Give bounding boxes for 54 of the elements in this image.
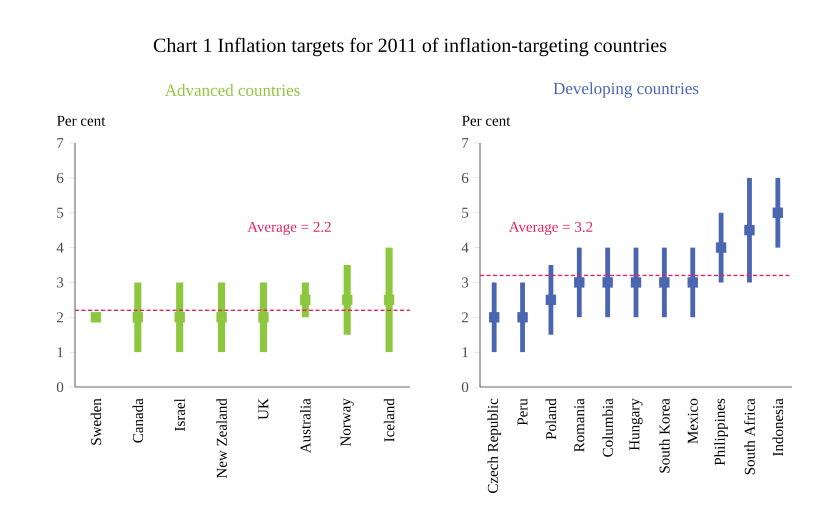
x-tick-label: Columbia <box>602 398 613 457</box>
ref-line-label: Average = 3.2 <box>508 222 592 235</box>
y-tick-label: 6 <box>462 172 468 183</box>
chart-subtitle: Developing countries <box>554 82 698 98</box>
point <box>517 312 528 322</box>
y-axis-title: Per cent <box>462 116 510 126</box>
x-tick-label: Philippines <box>714 398 728 466</box>
y-tick-label: 6 <box>56 172 64 183</box>
point <box>744 224 755 236</box>
ref-line-label: Average = 2.2 <box>247 222 331 235</box>
y-tick-label: 0 <box>462 382 468 392</box>
point <box>630 277 642 288</box>
point <box>602 277 613 288</box>
x-tick-label: New Zealand <box>216 398 227 478</box>
x-tick-label: South Africa <box>744 398 755 474</box>
x-tick-label: Romania <box>574 398 584 452</box>
x-tick-label: Australia <box>300 398 311 454</box>
x-tick-label: Mexico <box>688 398 698 444</box>
point <box>488 312 500 322</box>
x-tick-label: Peru <box>518 398 528 426</box>
y-tick-label: 4 <box>462 242 469 253</box>
point <box>574 277 584 288</box>
x-tick-label: Norway <box>340 398 354 446</box>
chart-subtitle: Advanced countries <box>164 84 300 96</box>
y-tick-label: 3 <box>57 277 64 288</box>
y-tick-label: 7 <box>462 138 468 148</box>
x-tick-label: Hungary <box>629 398 643 450</box>
y-tick-label: 2 <box>56 312 63 322</box>
chart-title: Chart 1 Inflation targets for 2011 of inflation-targeting countries <box>154 38 666 56</box>
point <box>546 294 556 306</box>
y-tick-label: 4 <box>56 242 64 253</box>
point <box>659 277 670 288</box>
point <box>688 277 698 288</box>
x-tick-label: Israel <box>174 398 185 431</box>
y-tick-label: 5 <box>57 208 64 218</box>
y-tick-label: 5 <box>462 208 468 218</box>
x-tick-label: Czech Republic <box>487 398 501 493</box>
y-tick-label: 3 <box>462 277 468 288</box>
y-tick-label: 7 <box>57 138 64 148</box>
x-tick-label: South Korea <box>659 398 670 473</box>
x-tick-label: Indonesia <box>772 398 784 456</box>
y-tick-label: 1 <box>58 347 63 358</box>
y-axis-title: Per cent <box>57 116 106 126</box>
point <box>716 242 726 253</box>
x-tick-label: UK <box>258 398 268 420</box>
bar <box>747 178 752 282</box>
x-tick-label: Canada <box>132 398 144 443</box>
y-tick-label: 2 <box>462 312 468 322</box>
point <box>772 208 784 218</box>
x-tick-label: Iceland <box>384 398 394 442</box>
x-tick-label: Poland <box>546 398 556 440</box>
x-tick-label: Sweden <box>90 398 102 445</box>
y-tick-label: 0 <box>56 382 64 392</box>
y-tick-label: 1 <box>462 347 468 358</box>
